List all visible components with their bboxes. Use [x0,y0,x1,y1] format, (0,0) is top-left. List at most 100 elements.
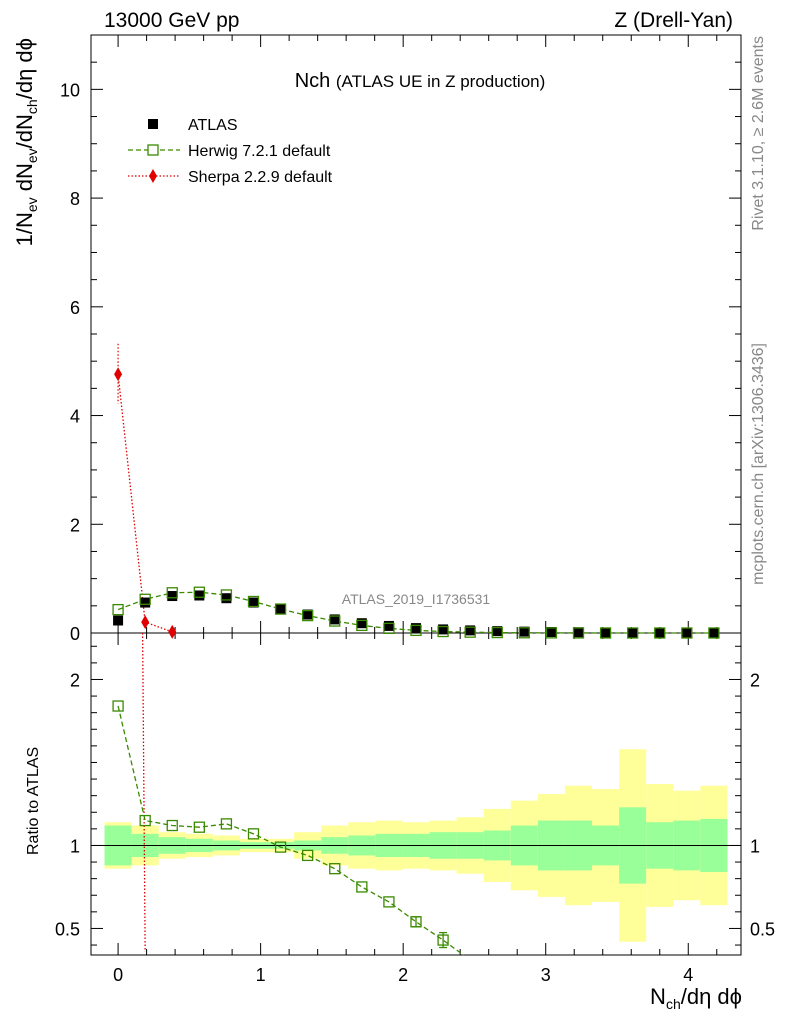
y-tick-label-top: 4 [70,407,80,427]
atlas-point [492,626,503,637]
atlas-point [113,615,124,626]
atlas-point [383,620,394,631]
plot-title-main: Nch [295,70,331,92]
herwig-point [464,626,476,638]
herwig-ratio-point [329,863,341,875]
y-tick-label-ratio-left: 0.5 [55,919,80,939]
herwig-point [247,595,260,608]
atlas-point [411,623,421,634]
herwig-point [654,627,666,639]
herwig-point [491,626,503,639]
x-tick-label: 4 [683,965,693,985]
herwig-point [329,615,341,627]
herwig-ratio-point [410,916,422,928]
y-tick-label-top: 0 [70,624,80,644]
y-tick-label-ratio-right: 1 [750,836,760,856]
legend-label-sherpa: Sherpa 2.2.9 default [188,169,333,186]
atlas-point [194,590,205,601]
atlas-point [465,625,476,636]
legend-label-atlas: ATLAS [188,117,238,134]
atlas-point [681,627,692,638]
y-axis-title-top: 1/Nev dNev/dNch/dη dϕ [12,38,40,246]
herwig-point [166,587,178,599]
y-tick-label-top: 6 [70,298,80,318]
sherpa-point [114,367,123,382]
herwig-point [572,627,585,639]
atlas-point [600,627,611,638]
header-left: 13000 GeV pp [104,9,239,32]
herwig-point [193,586,205,598]
x-tick-label: 2 [398,965,408,985]
analysis-label: ATLAS_2019_I1736531 [342,591,491,607]
atlas-point [248,597,259,608]
atlas-point [221,593,232,604]
y-tick-label-ratio-left: 1 [70,836,80,856]
plot-title: Nch (ATLAS UE in Z production) [295,70,546,92]
rivet-label: Rivet 3.1.10, ≥ 2.6M events [750,36,767,231]
ratio-panel-series [112,632,464,956]
atlas-point [302,609,313,620]
herwig-point [437,625,449,638]
herwig-point [708,627,720,639]
ratio-uncertainty-bands [91,749,741,942]
sherpa-point [168,624,177,639]
header-right: Z (Drell-Yan) [614,9,733,32]
atlas-point [140,597,151,608]
herwig-ratio-point [356,881,368,893]
herwig-ratio-point [112,700,124,712]
herwig-point [545,627,558,639]
x-tick-label: 3 [541,965,551,985]
herwig-point [139,593,151,605]
y-axis-title-ratio: Ratio to ATLAS [25,747,42,855]
atlas-point [167,591,178,602]
herwig-ratio-point [302,849,314,862]
top-panel-series [112,343,720,639]
herwig-point [274,603,287,615]
y-tick-label-top: 2 [70,515,80,535]
legend-marker-herwig [147,144,159,156]
atlas-point [573,627,584,638]
y-tick-label-ratio-left: 2 [70,670,80,690]
herwig-point [356,619,368,632]
mcplots-label: mcplots.cern.ch [arXiv:1306.3436] [750,343,767,585]
legend-label-herwig: Herwig 7.2.1 default [188,143,331,160]
sherpa-point [141,615,150,630]
atlas-point [329,614,340,625]
legend-marker-atlas [148,119,158,129]
atlas-point [546,627,557,638]
herwig-ratio-point [274,841,287,853]
x-tick-label: 0 [113,965,123,985]
atlas-point [438,624,449,635]
atlas-point [708,627,719,638]
atlas-point [627,627,638,638]
herwig-ratio-point [193,821,205,833]
herwig-point [599,627,612,639]
herwig-ratio-point [220,818,233,830]
herwig-ratio-point [139,814,151,827]
y-tick-label-top: 8 [70,189,80,209]
herwig-point [302,609,314,622]
herwig-point [410,624,422,637]
sherpa-line [117,374,173,633]
herwig-point [383,622,395,635]
atlas-point [654,627,665,638]
herwig-point [627,627,639,639]
y-tick-label-ratio-right: 2 [750,670,760,690]
herwig-ratio-point [166,819,178,832]
herwig-point [681,627,693,639]
herwig-point [220,589,233,601]
y-tick-label-ratio-right: 0.5 [750,919,775,939]
herwig-ratio-point [383,896,395,908]
x-tick-label: 1 [256,965,266,985]
herwig-point [112,603,124,616]
plot-title-sub: (ATLAS UE in Z production) [336,72,545,91]
legend: ATLAS Herwig 7.2.1 default Sherpa 2.2.9 … [128,117,333,186]
y-tick-label-top: 10 [60,80,80,100]
legend-marker-sherpa [149,169,157,183]
atlas-point [519,626,530,637]
herwig-point [518,627,530,639]
x-axis-title: Nch/dη dϕ [650,984,742,1012]
sherpa-ratio-line [141,632,146,952]
atlas-point [356,618,367,629]
